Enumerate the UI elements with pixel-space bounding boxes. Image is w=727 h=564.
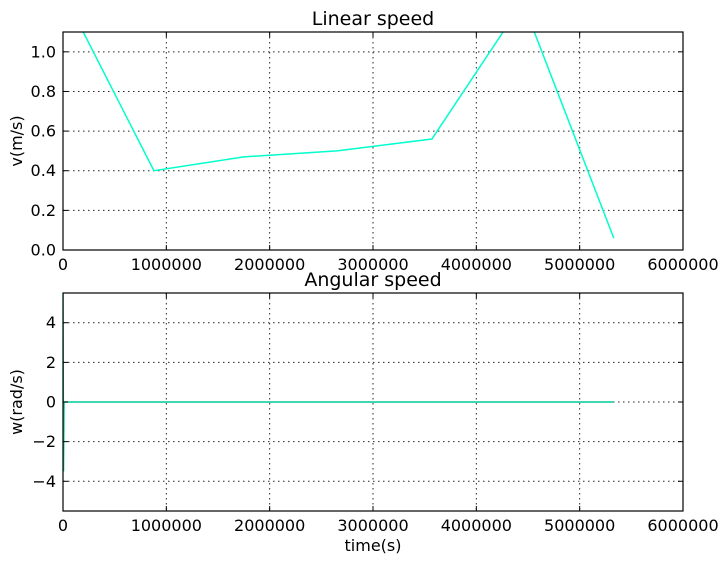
- x-tick-label: 6000000: [647, 516, 718, 535]
- chart-title: Angular speed: [304, 269, 441, 291]
- x-tick-label: 1000000: [131, 516, 202, 535]
- x-tick-label: 0: [58, 516, 68, 535]
- y-axis-label: w(rad/s): [7, 369, 26, 435]
- y-tick-label: −2: [32, 432, 56, 451]
- series-line-0: [63, 293, 614, 472]
- x-tick-label: 6000000: [647, 255, 718, 274]
- x-tick-label: 2000000: [234, 255, 305, 274]
- x-tick-label: 4000000: [441, 255, 512, 274]
- y-tick-label: 0: [46, 393, 56, 412]
- angular-speed-plot: 0 1000000 2000000 3000000 4000000 5000000 6000…: [7, 269, 719, 555]
- y-tick-label: 0.6: [31, 122, 56, 141]
- x-axis-label: time(s): [345, 536, 402, 555]
- x-tick-label: 3000000: [337, 516, 408, 535]
- x-tick-label: 4000000: [441, 516, 512, 535]
- series-line-0: [82, 32, 615, 239]
- x-tick-label: 0: [58, 255, 68, 274]
- x-tick-label: 3000000: [337, 255, 408, 274]
- x-tick-label: 5000000: [544, 516, 615, 535]
- x-tick-label: 5000000: [544, 255, 615, 274]
- linear-speed-plot: 0 1000000 2000000 3000000 4000000 5000000 6000…: [7, 8, 719, 274]
- y-tick-label: −4: [32, 472, 56, 491]
- y-tick-label: 0.0: [31, 241, 56, 260]
- x-tick-label: 2000000: [234, 516, 305, 535]
- y-tick-label: 2: [46, 353, 56, 372]
- y-axis-label: v(m/s): [7, 115, 26, 166]
- y-tick-label: 1.0: [31, 42, 56, 61]
- y-tick-label: 0.4: [31, 161, 56, 180]
- x-tick-label: 1000000: [131, 255, 202, 274]
- chart-title: Linear speed: [312, 8, 435, 30]
- y-tick-label: 0.2: [31, 201, 56, 220]
- y-tick-label: 0.8: [31, 82, 56, 101]
- y-tick-label: 4: [46, 313, 56, 332]
